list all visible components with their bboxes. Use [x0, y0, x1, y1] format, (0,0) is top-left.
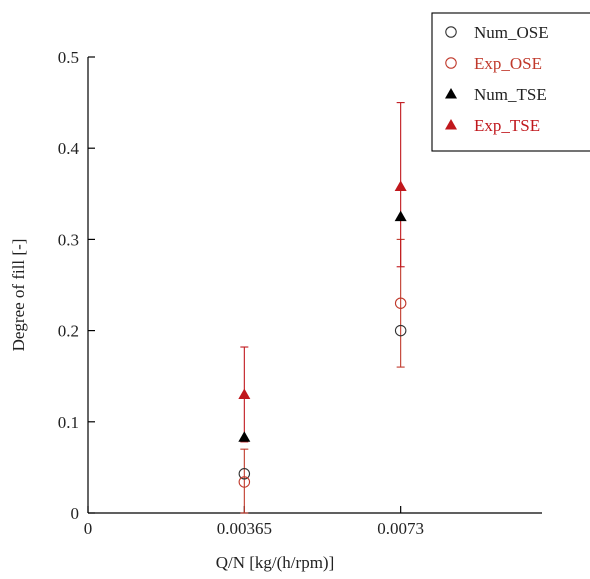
num-ose-point — [238, 468, 251, 480]
legend-box — [431, 12, 590, 152]
y-tick-label: 0.2 — [58, 322, 79, 341]
x-tick-label: 0 — [84, 519, 93, 538]
legend-label-num-tse: Num_TSE — [474, 85, 547, 104]
x-tick-label: 0.00365 — [217, 519, 272, 538]
legend-label-exp-tse: Exp_TSE — [474, 116, 540, 135]
exp-ose-point — [394, 297, 407, 309]
data-markers — [238, 180, 407, 488]
exp-ose-point — [238, 476, 251, 488]
x-tick-label: 0.0073 — [377, 519, 424, 538]
y-tick-label: 0.5 — [58, 48, 79, 67]
y-tick-label: 0.4 — [58, 139, 80, 158]
num-tse-point — [394, 210, 407, 222]
legend-marker-exp-ose — [445, 57, 457, 69]
y-tick-label: 0.3 — [58, 230, 79, 249]
y-tick-label: 0 — [71, 504, 80, 523]
axes: 0 0.1 0.2 0.3 0.4 0.5 0 0.00365 0.0073 — [58, 48, 542, 538]
legend-label-exp-ose: Exp_OSE — [474, 54, 542, 73]
legend: Num_OSE Exp_OSE Num_TSE Exp_TSE — [431, 12, 590, 152]
exp-tse-point — [394, 180, 407, 192]
legend-marker-num-ose — [445, 26, 457, 38]
y-axis-title: Degree of fill [-] — [9, 239, 28, 352]
error-bars — [240, 102, 405, 514]
num-ose-point — [394, 324, 407, 337]
legend-label-num-ose: Num_OSE — [474, 23, 549, 42]
y-tick-label: 0.1 — [58, 413, 79, 432]
legend-marker-num-tse — [445, 88, 457, 99]
x-axis-title: Q/N [kg/(h/rpm)] — [216, 553, 335, 572]
exp-tse-point — [238, 388, 251, 399]
legend-marker-exp-tse — [445, 119, 457, 130]
num-tse-point — [238, 431, 251, 442]
